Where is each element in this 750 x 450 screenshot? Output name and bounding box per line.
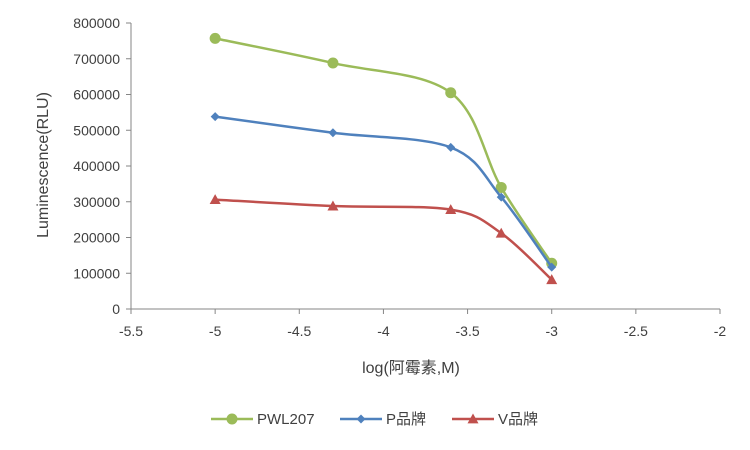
series-2 <box>209 194 558 285</box>
x-axis-title: log(阿霉素,M) <box>362 359 460 377</box>
x-tick-label: -2 <box>714 323 727 339</box>
legend-label: V品牌 <box>498 411 538 428</box>
data-point <box>496 192 506 202</box>
y-axis-title: Luminescence(RLU) <box>35 92 52 238</box>
x-tick-label: -3.5 <box>456 323 480 339</box>
data-point <box>446 142 456 152</box>
data-point <box>495 227 507 238</box>
legend-item: P品牌 <box>340 411 426 428</box>
series-0 <box>209 32 558 269</box>
x-tick-label: -5.5 <box>119 323 143 339</box>
data-point <box>328 128 338 138</box>
y-tick-label: 200000 <box>73 230 120 246</box>
y-tick-label: 800000 <box>73 15 120 31</box>
data-point <box>547 262 557 272</box>
data-point <box>327 57 339 69</box>
y-tick-label: 0 <box>112 301 120 317</box>
data-point <box>495 181 507 193</box>
legend-marker <box>467 413 479 424</box>
y-tick-label: 400000 <box>73 158 120 174</box>
legend-marker <box>356 414 366 424</box>
x-tick-label: -5 <box>209 323 222 339</box>
y-tick-label: 100000 <box>73 265 120 281</box>
legend-label: PWL207 <box>257 411 315 428</box>
legend-label: P品牌 <box>386 411 426 428</box>
legend-item: V品牌 <box>452 411 538 428</box>
series-line <box>215 198 553 281</box>
y-axis: 0 100000 200000 300000 400000 500000 600000 700… <box>73 15 132 317</box>
x-tick-label: -4.5 <box>287 323 311 339</box>
data-point <box>445 87 457 99</box>
x-tick-label: -4 <box>377 323 390 339</box>
data-point <box>546 274 558 285</box>
data-point <box>327 200 339 211</box>
data-point <box>209 32 221 44</box>
series-line <box>214 115 553 268</box>
x-tick-label: -3 <box>545 323 558 339</box>
x-axis: -5.5 -5 -4.5 -4 -3.5 -3 -2.5 -2 <box>119 308 727 339</box>
legend: PWL207 P品牌 V品牌 <box>211 411 538 428</box>
y-tick-label: 500000 <box>73 122 120 138</box>
legend-item: PWL207 <box>211 411 315 428</box>
y-tick-label: 600000 <box>73 87 120 103</box>
legend-marker <box>226 413 238 425</box>
data-point <box>210 112 220 122</box>
series-1 <box>210 112 557 272</box>
data-point <box>445 204 457 215</box>
series-layer <box>209 32 558 285</box>
y-tick-label: 700000 <box>73 51 120 67</box>
y-tick-label: 300000 <box>73 194 120 210</box>
data-point <box>209 194 221 205</box>
x-tick-label: -2.5 <box>624 323 648 339</box>
